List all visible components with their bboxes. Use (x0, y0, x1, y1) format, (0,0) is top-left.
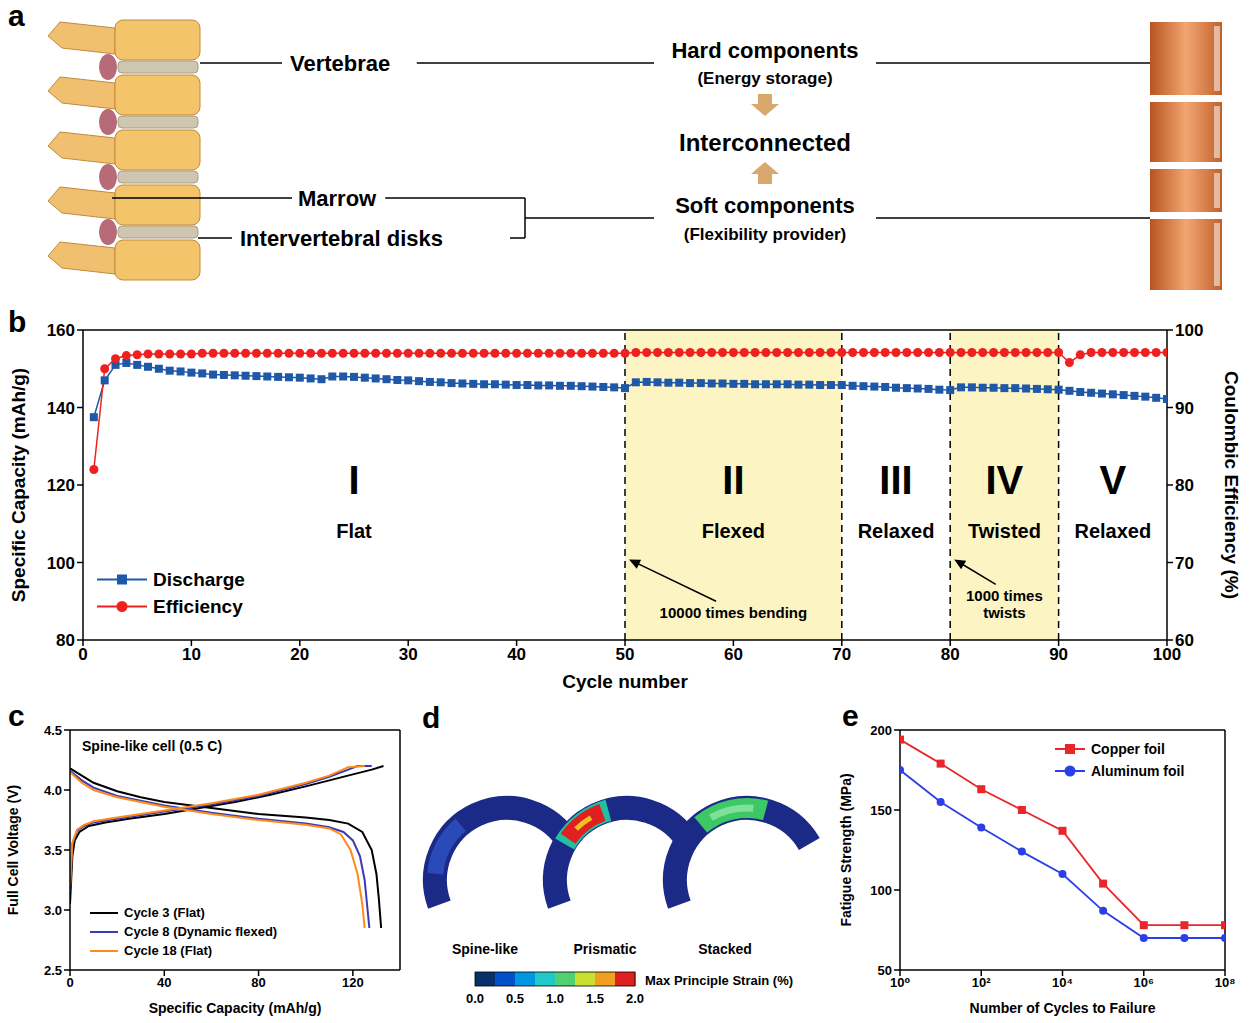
svg-text:Intervertebral disks: Intervertebral disks (240, 226, 443, 251)
html-text:Cycle 8 (Dynamic flexed): Cycle 8 (Dynamic flexed) (124, 924, 278, 939)
svg-text:Specific Capacity (mAh/g): Specific Capacity (mAh/g) (8, 368, 29, 602)
html-text:Discharge: Discharge (153, 568, 245, 590)
html-text:d: d (422, 701, 441, 734)
svg-text:Twisted: Twisted (968, 520, 1041, 542)
svg-text:Spine-like: Spine-like (452, 941, 518, 957)
svg-text:Coulombic Efficiency (%): Coulombic Efficiency (%) (1221, 371, 1242, 599)
svg-text:20: 20 (290, 645, 309, 664)
svg-text:120: 120 (47, 476, 75, 495)
svg-text:3.5: 3.5 (44, 843, 62, 858)
svg-text:1000 times: 1000 times (966, 587, 1043, 604)
svg-text:Prismatic: Prismatic (573, 941, 636, 957)
svg-text:150: 150 (870, 803, 892, 818)
svg-text:10⁴: 10⁴ (1052, 975, 1073, 990)
svg-text:Marrow: Marrow (298, 186, 377, 211)
svg-text:10⁸: 10⁸ (1215, 975, 1236, 990)
svg-text:10: 10 (182, 645, 201, 664)
svg-text:100: 100 (1175, 321, 1203, 340)
svg-text:80: 80 (1175, 476, 1194, 495)
html-text:e: e (842, 699, 859, 732)
svg-text:II: II (722, 458, 744, 502)
svg-text:Relaxed: Relaxed (858, 520, 935, 542)
html-text:Aluminum foil: Aluminum foil (1091, 763, 1185, 779)
svg-text:30: 30 (399, 645, 418, 664)
svg-text:80: 80 (941, 645, 960, 664)
svg-text:1.0: 1.0 (546, 991, 564, 1006)
svg-text:140: 140 (47, 399, 75, 418)
html-text:Cycle 18 (Flat): Cycle 18 (Flat) (124, 943, 213, 958)
html-text:Cycle 3 (Flat): Cycle 3 (Flat) (124, 905, 205, 920)
svg-text:IV: IV (986, 458, 1024, 502)
html-text:c: c (8, 699, 25, 732)
svg-text:100: 100 (870, 883, 892, 898)
svg-text:70: 70 (832, 645, 851, 664)
svg-text:Relaxed: Relaxed (1074, 520, 1151, 542)
svg-text:80: 80 (56, 631, 75, 650)
svg-text:Flexed: Flexed (702, 520, 765, 542)
html-text:b: b (8, 305, 27, 338)
svg-text:200: 200 (870, 723, 892, 738)
svg-text:2.5: 2.5 (44, 963, 62, 978)
svg-text:(Energy storage): (Energy storage) (697, 69, 832, 88)
html-text:Efficiency: Efficiency (153, 595, 243, 617)
svg-text:Number of Cycles to Failure: Number of Cycles to Failure (970, 1000, 1156, 1016)
svg-text:Hard components: Hard components (671, 38, 858, 63)
svg-text:60: 60 (724, 645, 743, 664)
svg-text:120: 120 (342, 975, 364, 990)
svg-text:40: 40 (157, 975, 171, 990)
svg-text:10²: 10² (972, 975, 991, 990)
html-text:Spine-like cell (0.5 C): Spine-like cell (0.5 C) (82, 738, 223, 754)
svg-text:90: 90 (1175, 399, 1194, 418)
svg-text:Cycle number: Cycle number (562, 671, 688, 692)
svg-text:100: 100 (1152, 645, 1182, 665)
svg-text:3.0: 3.0 (44, 903, 62, 918)
svg-text:III: III (879, 458, 912, 502)
svg-text:Vertebrae: Vertebrae (290, 51, 390, 76)
html-text:a: a (8, 0, 25, 32)
svg-text:4.0: 4.0 (44, 783, 62, 798)
svg-text:Max Principle Strain (%): Max Principle Strain (%) (645, 973, 793, 988)
svg-text:50: 50 (878, 963, 892, 978)
svg-text:Soft components: Soft components (675, 193, 855, 218)
svg-text:0: 0 (66, 975, 73, 990)
svg-text:twists: twists (983, 604, 1026, 621)
svg-text:Stacked: Stacked (698, 941, 752, 957)
svg-text:4.5: 4.5 (44, 723, 62, 738)
svg-text:100: 100 (47, 554, 75, 573)
svg-text:V: V (1099, 458, 1126, 502)
svg-text:Specific Capacity (mAh/g): Specific Capacity (mAh/g) (149, 1000, 322, 1016)
svg-text:2.0: 2.0 (626, 991, 644, 1006)
svg-text:Flat: Flat (336, 520, 372, 542)
svg-text:10⁶: 10⁶ (1134, 975, 1154, 990)
svg-text:Fatigue Strength (MPa): Fatigue Strength (MPa) (838, 773, 854, 926)
svg-text:50: 50 (616, 645, 635, 664)
html-text:Copper foil: Copper foil (1091, 741, 1165, 757)
svg-text:40: 40 (507, 645, 526, 664)
svg-text:0: 0 (78, 645, 87, 664)
svg-text:Full Cell Voltage (V): Full Cell Voltage (V) (5, 785, 21, 915)
svg-text:0.0: 0.0 (466, 991, 484, 1006)
svg-text:I: I (348, 458, 359, 502)
svg-text:(Flexibility provider): (Flexibility provider) (684, 225, 846, 244)
svg-text:0.5: 0.5 (506, 991, 524, 1006)
svg-text:80: 80 (251, 975, 265, 990)
svg-text:60: 60 (1175, 631, 1194, 650)
svg-text:70: 70 (1175, 554, 1194, 573)
svg-text:160: 160 (47, 321, 75, 340)
svg-text:90: 90 (1049, 645, 1068, 664)
svg-text:10000 times bending: 10000 times bending (660, 604, 808, 621)
svg-text:Interconnected: Interconnected (679, 129, 851, 156)
svg-text:10⁰: 10⁰ (890, 975, 910, 990)
svg-text:1.5: 1.5 (586, 991, 604, 1006)
